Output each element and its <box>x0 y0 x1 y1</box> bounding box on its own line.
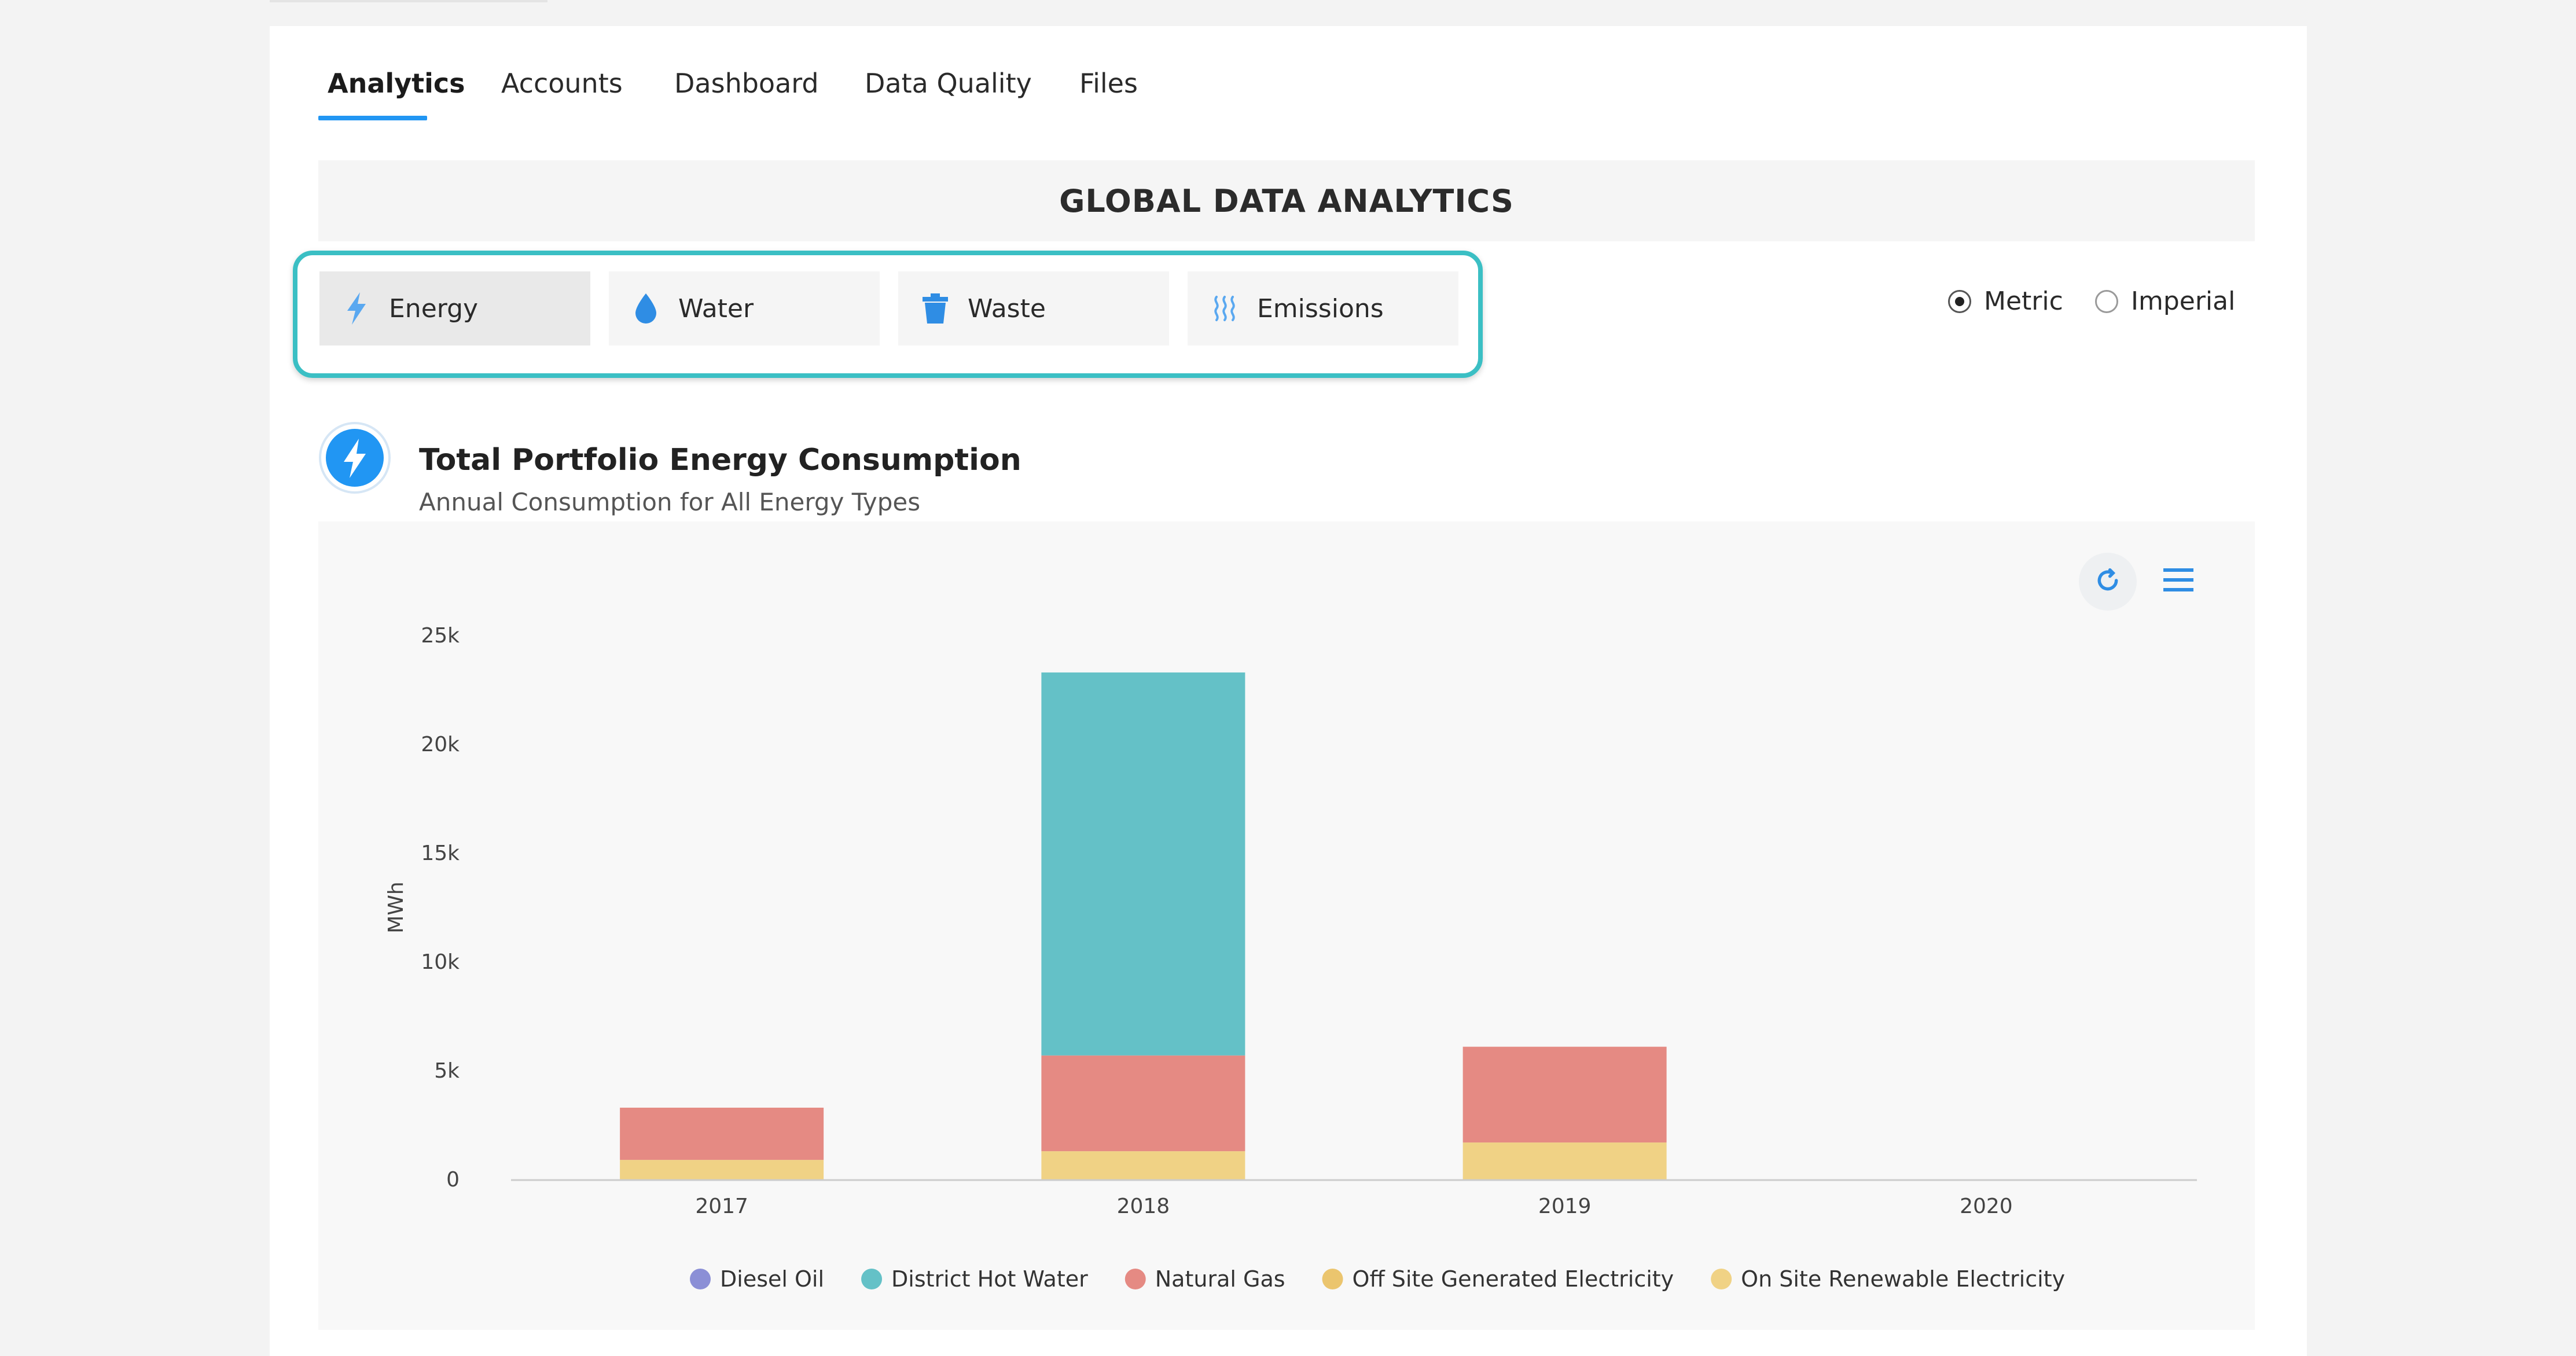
emissions-icon <box>1208 292 1241 325</box>
tab-files[interactable]: Files <box>1079 68 1138 99</box>
imperial-label: Imperial <box>2131 286 2236 316</box>
category-selector-highlight <box>293 251 1483 378</box>
imperial-radio-indicator[interactable] <box>2095 289 2118 313</box>
lightning-icon <box>318 421 391 494</box>
y-tick-label: 20k <box>421 733 460 756</box>
energy-button[interactable]: Energy <box>319 271 590 346</box>
chart-title: Total Portfolio Energy Consumption <box>419 443 1021 477</box>
bar-segment <box>620 1160 824 1179</box>
energy-label: Energy <box>389 293 479 324</box>
chart-menu-button[interactable] <box>2158 560 2199 602</box>
legend-marker <box>1322 1269 1343 1289</box>
stacked-bar-chart: 0 5k 10k 15k 20k 25k MWh 2017 2018 2019 2020 Diesel… <box>384 624 2197 1292</box>
emissions-label: Emissions <box>1257 293 1384 324</box>
lightning-icon <box>340 292 373 325</box>
metric-label: Metric <box>1984 286 2063 316</box>
x-tick-label: 2020 <box>1960 1195 2013 1218</box>
metric-radio[interactable]: Metric <box>1948 286 2063 316</box>
waste-button[interactable]: Waste <box>898 271 1169 346</box>
tab-data-quality[interactable]: Data Quality <box>865 68 1032 99</box>
emissions-button[interactable]: Emissions <box>1188 271 1458 346</box>
legend-item: Natural Gas <box>1155 1266 1285 1292</box>
y-axis-label: MWh <box>384 881 408 933</box>
x-tick-label: 2018 <box>1117 1195 1170 1218</box>
x-tick-label: 2017 <box>695 1195 748 1218</box>
water-drop-icon <box>630 292 662 325</box>
page-title: GLOBAL DATA ANALYTICS <box>1059 182 1514 219</box>
water-label: Water <box>678 293 754 324</box>
y-tick-label: 25k <box>421 624 460 648</box>
hamburger-menu-icon <box>2163 567 2193 595</box>
bar-segment <box>1462 1142 1667 1179</box>
y-tick-label: 0 <box>446 1168 460 1192</box>
water-button[interactable]: Water <box>609 271 880 346</box>
waste-label: Waste <box>968 293 1046 324</box>
bar-segment <box>1041 1151 1245 1179</box>
legend-marker <box>1711 1269 1732 1289</box>
global-data-analytics-header: GLOBAL DATA ANALYTICS <box>318 160 2255 241</box>
refresh-button[interactable] <box>2079 553 2137 611</box>
tab-accounts[interactable]: Accounts <box>501 68 623 99</box>
chart-subtitle: Annual Consumption for All Energy Types <box>419 488 921 516</box>
legend-marker <box>861 1269 883 1289</box>
tab-bar: Analytics Accounts Dashboard Data Qualit… <box>270 26 2307 124</box>
y-tick-label: 10k <box>421 950 460 974</box>
bar-segment <box>1041 1055 1245 1152</box>
y-tick-label: 15k <box>421 841 460 865</box>
top-edge-stub <box>270 0 547 2</box>
tab-analytics[interactable]: Analytics <box>328 68 465 99</box>
bar-segment <box>1041 672 1245 1056</box>
legend-item: District Hot Water <box>891 1266 1088 1292</box>
metric-radio-indicator[interactable] <box>1948 289 1971 313</box>
legend-marker <box>690 1269 711 1289</box>
imperial-radio[interactable]: Imperial <box>2095 286 2235 316</box>
x-tick-label: 2019 <box>1538 1195 1592 1218</box>
legend-marker <box>1125 1269 1146 1289</box>
refresh-icon <box>2095 568 2121 596</box>
legend-item: Diesel Oil <box>720 1266 824 1292</box>
analytics-panel: Analytics Accounts Dashboard Data Qualit… <box>270 26 2307 1356</box>
legend-item: Off Site Generated Electricity <box>1353 1266 1674 1292</box>
bar-segment <box>620 1107 824 1160</box>
y-tick-label: 5k <box>434 1059 460 1083</box>
legend-item: On Site Renewable Electricity <box>1741 1266 2065 1292</box>
active-tab-indicator <box>318 116 427 120</box>
trash-icon <box>919 292 951 325</box>
chart-container: 0 5k 10k 15k 20k 25k MWh 2017 2018 2019 2020 Diesel… <box>318 521 2255 1330</box>
bar-segment <box>1462 1046 1667 1143</box>
tab-dashboard[interactable]: Dashboard <box>674 68 819 99</box>
